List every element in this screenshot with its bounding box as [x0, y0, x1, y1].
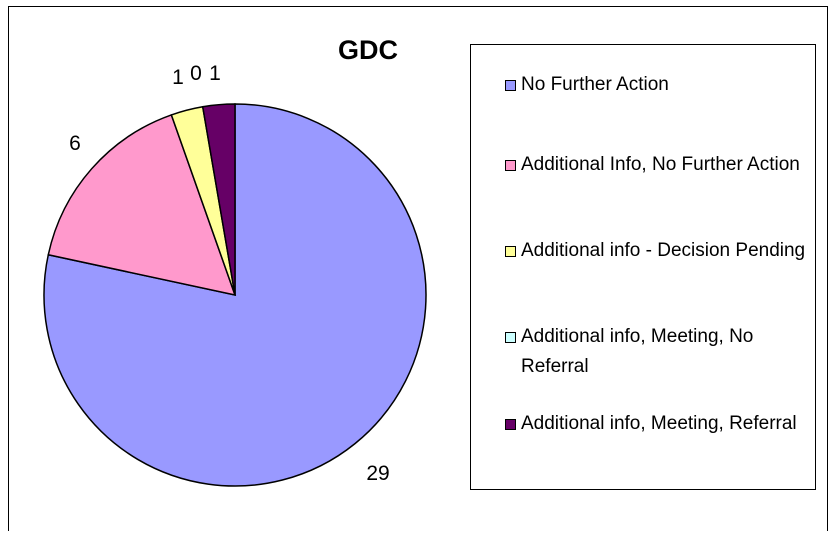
legend-swatch-5	[505, 419, 516, 430]
chart-legend: No Further Action Additional Info, No Fur…	[470, 44, 816, 490]
legend-label-2: Additional Info, No Further Action	[521, 154, 800, 175]
pie-slices	[43, 103, 427, 487]
data-label-1: 29	[366, 462, 389, 485]
chart-frame	[8, 6, 828, 531]
legend-label-1: No Further Action	[521, 74, 669, 95]
data-label-2: 6	[69, 132, 81, 155]
legend-label-5: Additional info, Meeting, Referral	[521, 413, 797, 434]
data-label-4: 0	[190, 62, 202, 85]
legend-swatch-2	[505, 160, 516, 171]
pie-data-labels: 29 6 1 0 1	[69, 62, 390, 485]
legend-label-4: Additional info, Meeting, No Referral	[521, 326, 754, 377]
legend-swatch-1	[505, 80, 516, 91]
data-label-3: 1	[172, 66, 184, 89]
legend-swatch-4	[505, 332, 516, 343]
legend-swatch-3	[505, 246, 516, 257]
data-label-5: 1	[209, 62, 221, 85]
legend-label-3: Additional info - Decision Pending	[521, 240, 806, 261]
chart-title: GDC	[338, 35, 398, 65]
pie-slice-2	[47, 113, 237, 297]
pie-slice-5	[201, 103, 236, 296]
